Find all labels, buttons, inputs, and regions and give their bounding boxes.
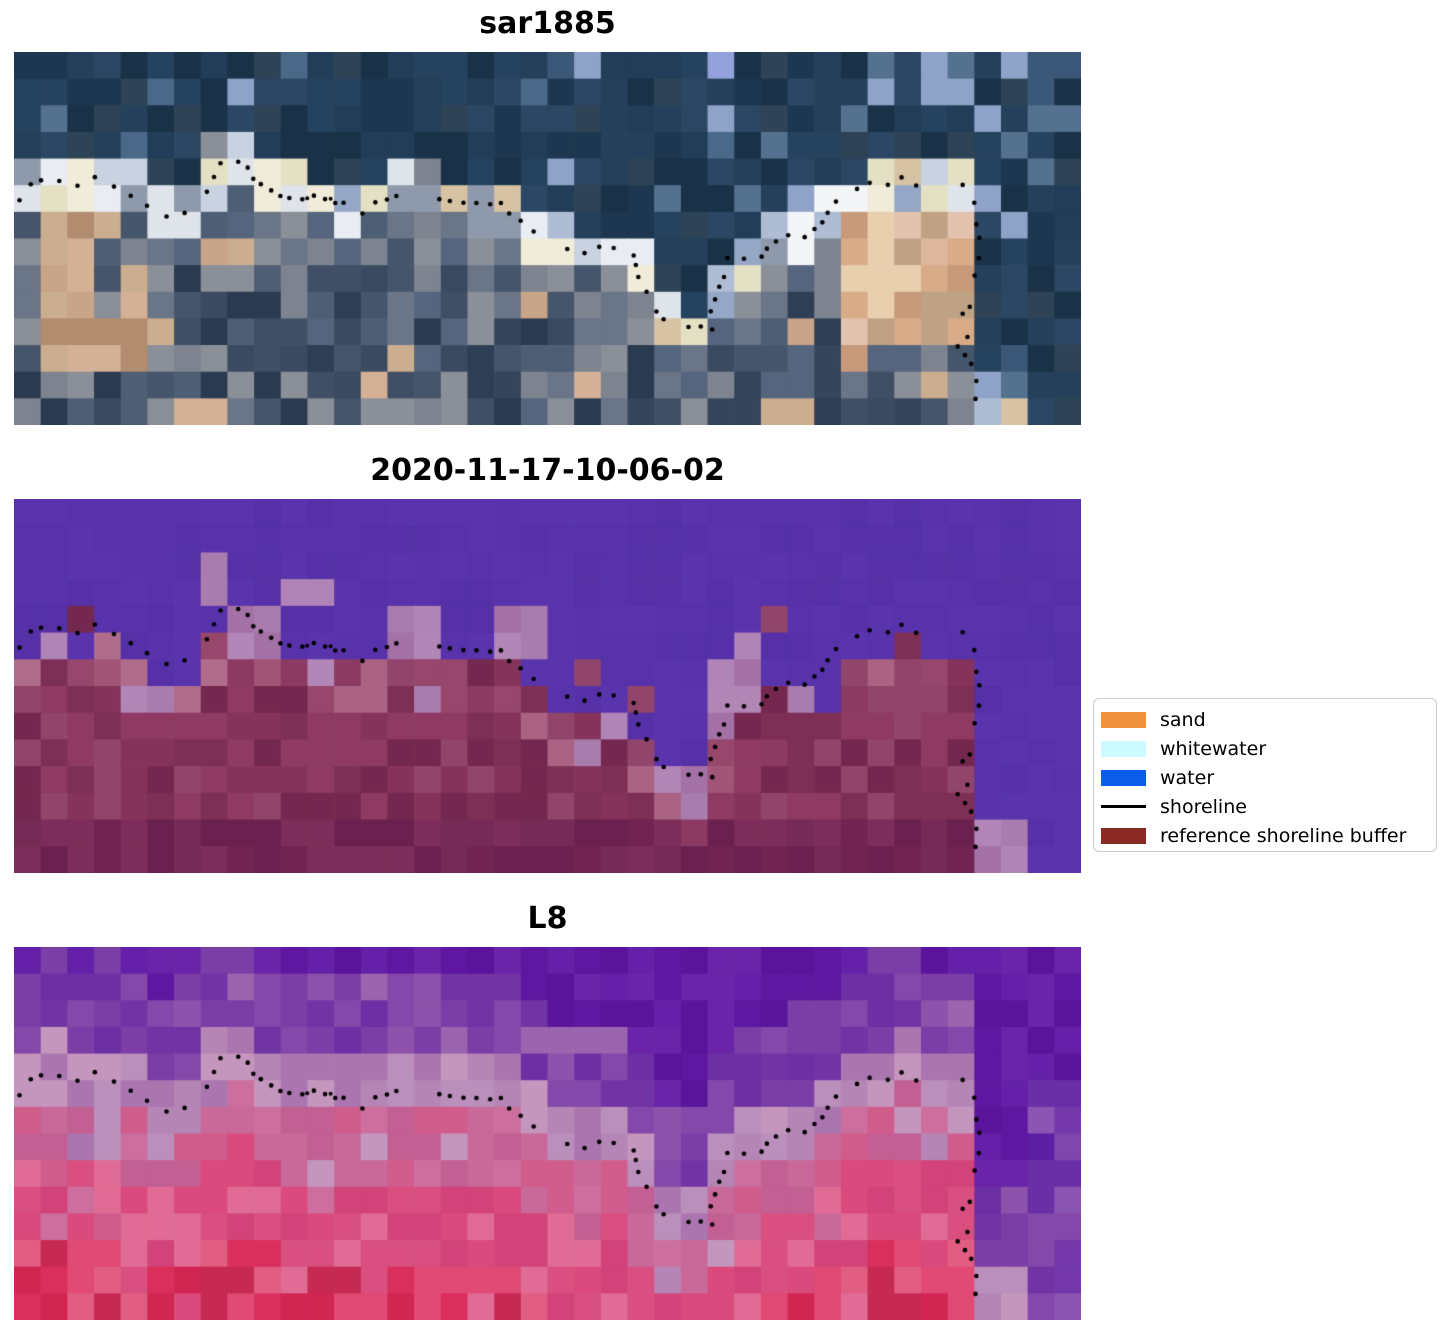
legend-label-whitewater: whitewater: [1160, 737, 1267, 760]
legend-label-water: water: [1160, 766, 1215, 789]
water-swatch: [1101, 769, 1146, 786]
legend-label-shoreline: shoreline: [1160, 795, 1247, 818]
sand-swatch: [1101, 711, 1146, 728]
reference-shoreline-buffer-swatch: [1101, 827, 1146, 844]
panel-title-l8: L8: [527, 901, 568, 936]
legend: sand whitewater water shoreline referenc…: [1093, 698, 1437, 852]
panel-title-sar1885: sar1885: [479, 6, 616, 41]
panel-title-classification: 2020-11-17-10-06-02: [370, 453, 725, 488]
legend-label-reference-shoreline-buffer: reference shoreline buffer: [1160, 824, 1407, 847]
sar1885-image: [14, 52, 1081, 425]
legend-label-sand: sand: [1160, 708, 1206, 731]
legend-item-whitewater: whitewater: [1101, 734, 1436, 763]
legend-item-reference-shoreline-buffer: reference shoreline buffer: [1101, 821, 1436, 850]
shoreline-line-swatch: [1101, 805, 1146, 808]
l8-image: [14, 947, 1081, 1320]
legend-item-shoreline: shoreline: [1101, 792, 1436, 821]
whitewater-swatch: [1101, 740, 1146, 757]
legend-item-water: water: [1101, 763, 1436, 792]
classification-image: [14, 499, 1081, 873]
legend-item-sand: sand: [1101, 705, 1436, 734]
